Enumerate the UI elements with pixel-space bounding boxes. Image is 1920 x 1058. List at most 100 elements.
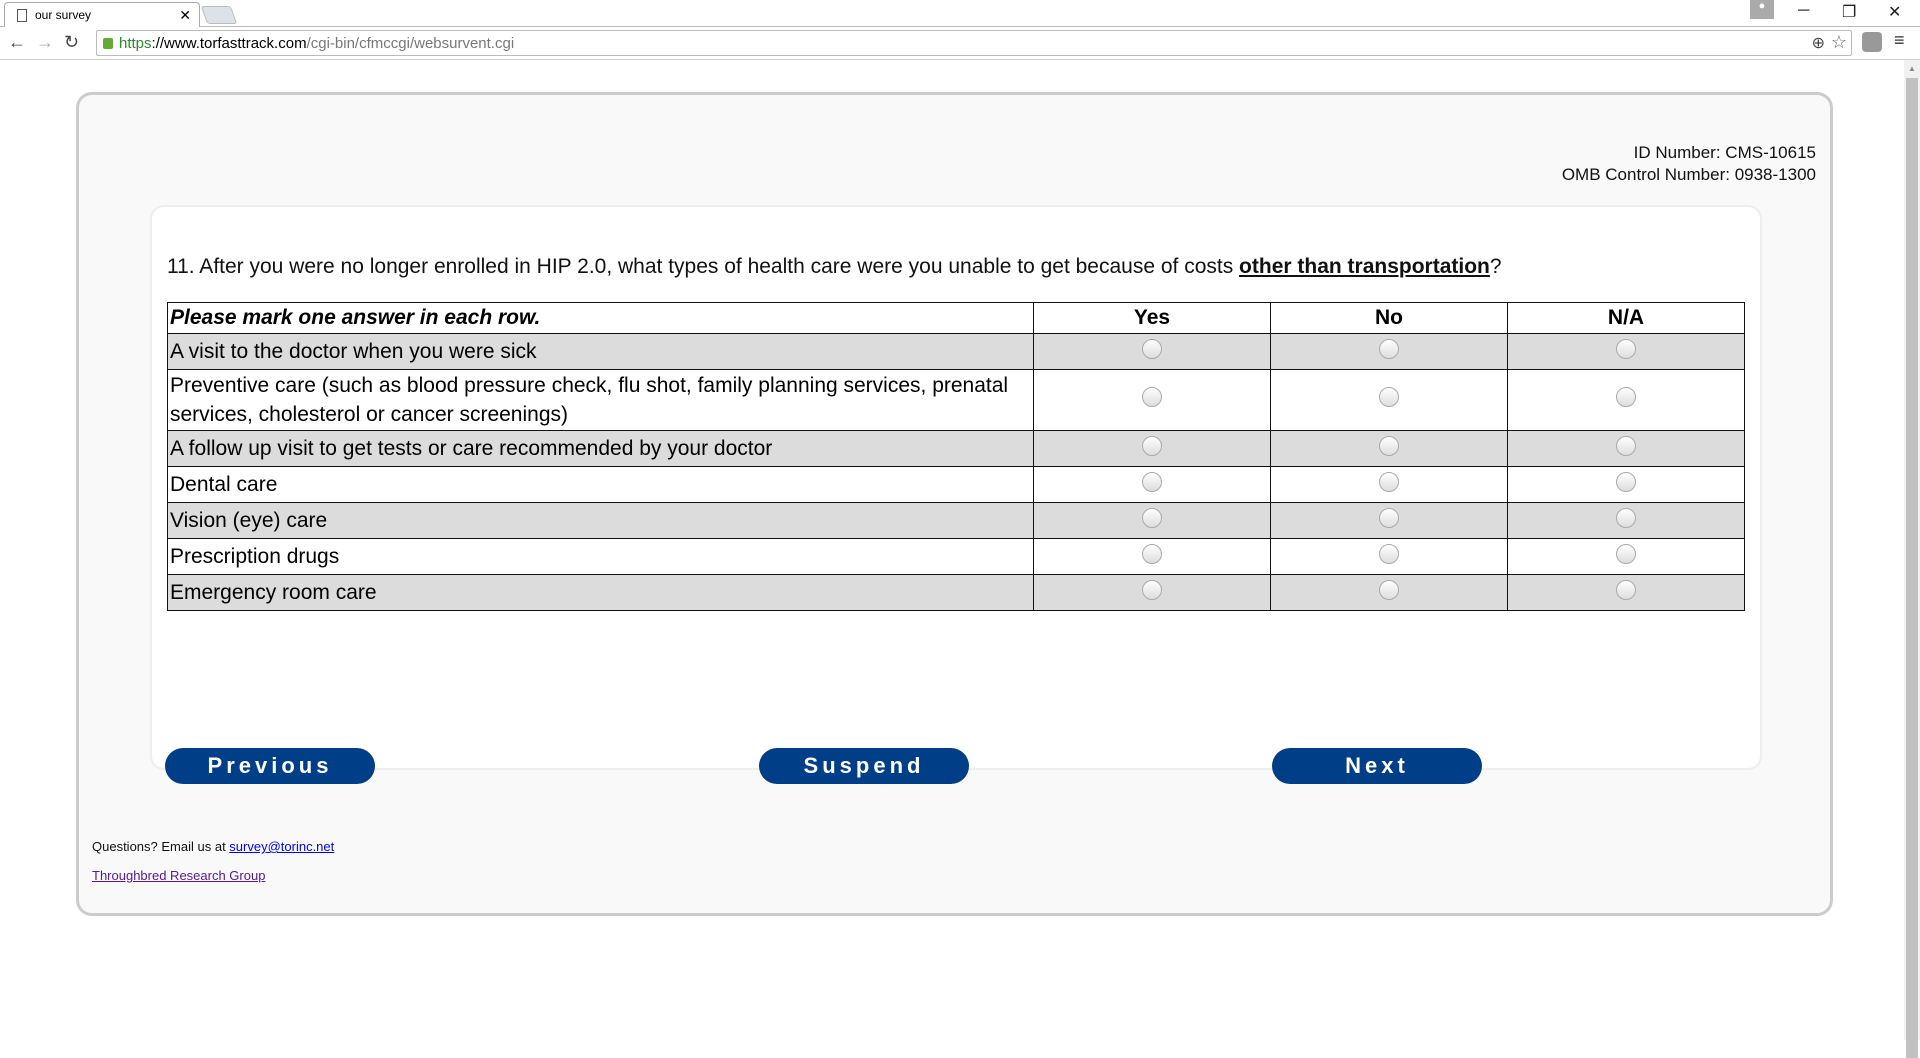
scrollbar[interactable]: ▲: [1904, 60, 1920, 1058]
cell-yes: [1033, 430, 1271, 467]
cell-no: [1270, 333, 1508, 370]
radio-na[interactable]: [1616, 579, 1636, 600]
row-label: Dental care: [167, 466, 1034, 503]
question-text: 11. After you were no longer enrolled in…: [167, 255, 1502, 279]
answer-grid: Please mark one answer in each row. Yes …: [167, 302, 1745, 611]
column-yes: Yes: [1033, 302, 1271, 334]
close-tab-icon[interactable]: ✕: [179, 7, 191, 23]
cell-yes: [1033, 369, 1271, 431]
radio-no[interactable]: [1379, 471, 1399, 492]
suspend-button[interactable]: Suspend: [759, 748, 969, 784]
radio-na[interactable]: [1616, 543, 1636, 564]
cell-no: [1270, 430, 1508, 467]
questions-text: Questions? Email us at: [92, 839, 230, 854]
cell-na: [1507, 430, 1745, 467]
radio-no[interactable]: [1379, 507, 1399, 528]
cell-na: [1507, 538, 1745, 575]
cell-yes: [1033, 333, 1271, 370]
question-panel: 11. After you were no longer enrolled in…: [150, 205, 1762, 784]
radio-na[interactable]: [1616, 471, 1636, 492]
cell-no: [1270, 538, 1508, 575]
cell-yes: [1033, 466, 1271, 503]
radio-na[interactable]: [1616, 507, 1636, 528]
radio-na[interactable]: [1616, 338, 1636, 359]
column-no: No: [1270, 302, 1508, 334]
cell-na: [1507, 369, 1745, 431]
cell-no: [1270, 369, 1508, 431]
scroll-up-icon[interactable]: ▲: [1908, 64, 1916, 73]
extension-icon[interactable]: [1862, 32, 1882, 52]
table-row: Vision (eye) care: [167, 502, 1745, 539]
table-row: Dental care: [167, 466, 1745, 503]
radio-yes[interactable]: [1142, 579, 1162, 600]
grid-instruction: Please mark one answer in each row.: [167, 302, 1034, 334]
radio-no[interactable]: [1379, 543, 1399, 564]
back-icon[interactable]: ←: [8, 32, 26, 52]
menu-icon[interactable]: ≡: [1894, 30, 1905, 50]
radio-no[interactable]: [1379, 435, 1399, 456]
radio-no[interactable]: [1379, 579, 1399, 600]
profile-icon[interactable]: ●: [1750, 0, 1774, 19]
radio-yes[interactable]: [1142, 338, 1162, 359]
cell-no: [1270, 466, 1508, 503]
row-label: Vision (eye) care: [167, 502, 1034, 539]
tab-bar: our survey ✕ ● ─ ❐ ✕: [0, 0, 1920, 27]
browser-toolbar: ← → ↻ https://www.torfasttrack.com/cgi-b…: [0, 27, 1920, 60]
radio-yes[interactable]: [1142, 543, 1162, 564]
question-text-end: ?: [1489, 255, 1502, 278]
row-label: A visit to the doctor when you were sick: [167, 333, 1034, 370]
minimize-button[interactable]: ─: [1798, 2, 1810, 19]
new-tab-button[interactable]: [200, 6, 238, 24]
question-text-main: 11. After you were no longer enrolled in…: [167, 255, 1240, 278]
scrollbar-thumb[interactable]: [1906, 78, 1918, 1058]
question-emphasis: other than transportation: [1239, 255, 1490, 278]
reload-icon[interactable]: ↻: [64, 32, 80, 52]
previous-button[interactable]: Previous: [165, 748, 375, 784]
url-path: /cgi-bin/cfmccgi/websurvent.cgi: [306, 34, 515, 52]
bookmark-star-icon[interactable]: ☆: [1830, 32, 1847, 52]
cell-no: [1270, 502, 1508, 539]
row-label: Preventive care (such as blood pressure …: [167, 369, 1034, 431]
radio-na[interactable]: [1616, 386, 1636, 407]
cell-na: [1507, 466, 1745, 503]
row-label: Prescription drugs: [167, 538, 1034, 575]
tab-our-survey[interactable]: our survey ✕: [4, 2, 200, 27]
cell-yes: [1033, 538, 1271, 575]
table-row: Preventive care (such as blood pressure …: [167, 369, 1745, 431]
email-link[interactable]: survey@torinc.net: [229, 839, 335, 854]
org-link[interactable]: Throughbred Research Group: [92, 868, 266, 883]
omb-control-number: OMB Control Number: 0938-1300: [1561, 165, 1816, 184]
address-bar[interactable]: https://www.torfasttrack.com/cgi-bin/cfm…: [96, 30, 1852, 56]
radio-yes[interactable]: [1142, 507, 1162, 528]
radio-no[interactable]: [1379, 338, 1399, 359]
table-row: Emergency room care: [167, 574, 1745, 611]
lock-icon: [103, 37, 113, 49]
cell-na: [1507, 333, 1745, 370]
close-window-button[interactable]: ✕: [1888, 4, 1902, 21]
next-button[interactable]: Next: [1272, 748, 1482, 784]
restore-button[interactable]: ❐: [1842, 4, 1857, 21]
radio-yes[interactable]: [1142, 471, 1162, 492]
survey-container: ID Number: CMS-10615 OMB Control Number:…: [76, 92, 1833, 916]
table-row: Prescription drugs: [167, 538, 1745, 575]
radio-na[interactable]: [1616, 435, 1636, 456]
cell-na: [1507, 574, 1745, 611]
url-scheme: https: [119, 34, 152, 52]
url-domain: ://www.torfasttrack.com: [151, 34, 307, 52]
id-number: ID Number: CMS-10615: [1633, 143, 1816, 162]
column-na: N/A: [1507, 302, 1745, 334]
row-label: Emergency room care: [167, 574, 1034, 611]
radio-no[interactable]: [1379, 386, 1399, 407]
form-ids: ID Number: CMS-10615 OMB Control Number:…: [1562, 142, 1816, 186]
zoom-icon[interactable]: ⊕: [1811, 35, 1825, 52]
cell-no: [1270, 574, 1508, 611]
forward-icon[interactable]: →: [36, 32, 54, 52]
radio-yes[interactable]: [1142, 435, 1162, 456]
radio-yes[interactable]: [1142, 386, 1162, 407]
tab-title: our survey: [35, 8, 92, 22]
cell-na: [1507, 502, 1745, 539]
table-row: A follow up visit to get tests or care r…: [167, 430, 1745, 467]
cell-yes: [1033, 502, 1271, 539]
contact-line: Questions? Email us at survey@torinc.net: [92, 839, 334, 854]
table-row: A visit to the doctor when you were sick: [167, 333, 1745, 370]
